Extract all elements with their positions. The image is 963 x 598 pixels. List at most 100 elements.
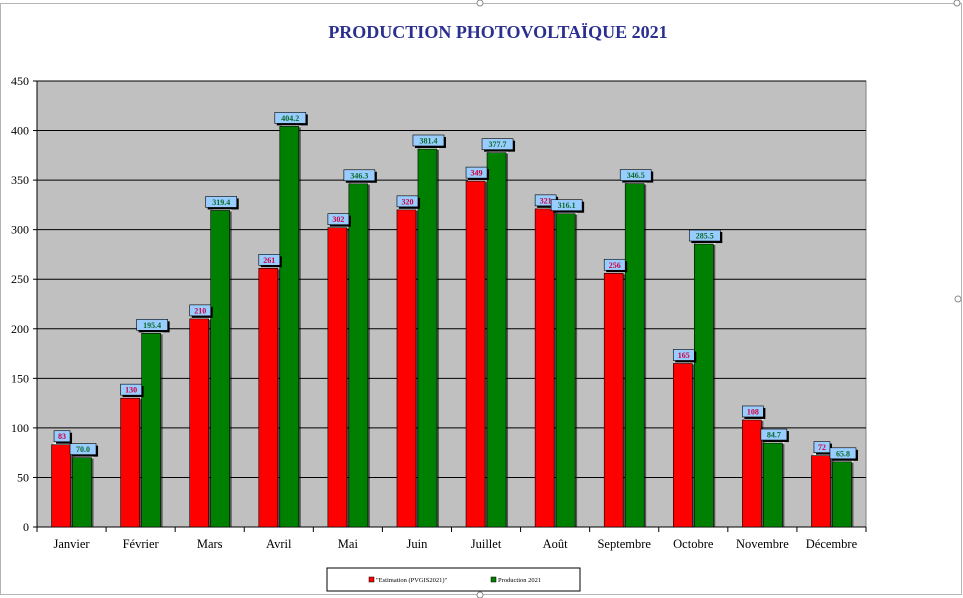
data-label-box (396, 195, 419, 208)
data-label-estimation: 130 (125, 386, 137, 395)
bar-shadow (415, 210, 418, 527)
bar-production (141, 333, 161, 528)
data-label-estimation: 210 (194, 306, 206, 315)
data-label-box (550, 199, 583, 212)
bar-estimation (672, 363, 693, 528)
data-label-estimation: 302 (332, 215, 344, 224)
data-label-box (327, 213, 350, 225)
grid-lines (37, 80, 866, 478)
data-label-box (481, 138, 514, 150)
data-label-estimation: 256 (609, 261, 621, 270)
resize-handle-right[interactable] (954, 295, 962, 303)
bar-shadow (298, 127, 301, 528)
data-label-estimation: 165 (678, 351, 690, 360)
bar-estimation (51, 444, 71, 528)
bar-estimation (189, 318, 210, 528)
legend-label-production: Production 2021 (498, 577, 541, 584)
data-label-box (688, 229, 721, 242)
data-label-production: 346.5 (627, 171, 645, 180)
bar-shadow (644, 184, 647, 527)
data-label-production: 70.0 (76, 445, 90, 454)
bar-production (555, 213, 576, 528)
bar-production (279, 126, 300, 528)
y-tick-label: 100 (11, 421, 29, 435)
bars (51, 124, 854, 528)
bar-shadow (851, 462, 854, 527)
bar-shadow (160, 334, 163, 527)
data-label-box (120, 383, 142, 396)
bar-shadow (761, 420, 764, 527)
data-label-box (603, 258, 626, 271)
bar-shadow (554, 209, 557, 527)
bar-shadow (367, 184, 370, 527)
legend-swatch-estimation (368, 576, 375, 583)
data-label-production: 65.8 (836, 449, 850, 458)
bar-shadow (346, 228, 349, 527)
x-tick-label: Juin (407, 537, 429, 551)
data-label-box (672, 349, 695, 361)
bar-production (417, 148, 438, 528)
data-label-production: 195.4 (143, 321, 161, 330)
data-label-box (412, 134, 445, 147)
resize-handle-top[interactable] (476, 0, 484, 7)
bar-shadow (506, 153, 509, 527)
chart-title: PRODUCTION PHOTOVOLTAÏQUE 2021 (328, 22, 667, 42)
bar-production (348, 183, 369, 528)
bar-estimation (396, 209, 417, 528)
data-label-estimation: 349 (471, 169, 483, 178)
bar-shadow (91, 458, 94, 527)
x-tick-label: Novembre (736, 537, 789, 551)
data-label-box (813, 441, 831, 453)
bar-production (693, 243, 714, 528)
data-label-box (829, 447, 857, 460)
bar-shadow (713, 245, 716, 527)
bar-shadow (229, 211, 232, 527)
data-label-box (742, 405, 764, 418)
data-label-box (343, 169, 376, 182)
bar-shadow (692, 364, 695, 527)
bar-shadow (830, 456, 833, 527)
bar-production (210, 210, 231, 528)
x-tick-label: Septembre (597, 537, 651, 551)
bar-estimation (534, 208, 555, 528)
x-tick-label: Janvier (53, 537, 90, 551)
data-label-box (53, 430, 71, 443)
bar-shadow (70, 445, 73, 527)
bar-shadow (485, 182, 488, 527)
data-label-box (69, 443, 97, 455)
resize-handle-bottom[interactable] (476, 591, 484, 598)
y-tick-label: 300 (11, 223, 29, 237)
data-label-box (205, 196, 238, 208)
x-tick-label: Mai (338, 537, 359, 551)
bar-production (763, 442, 783, 528)
data-label-box (760, 428, 788, 441)
data-label-production: 319.4 (212, 198, 230, 207)
y-tick-label: 450 (11, 74, 29, 88)
bar-shadow (623, 274, 626, 527)
y-tick-label: 50 (17, 470, 29, 484)
y-axis: 0 50 100 150 200 250 300 350 400 450 (11, 74, 38, 534)
legend-box (326, 567, 581, 592)
data-label-production: 404.2 (281, 114, 299, 123)
data-label-production: 346.3 (350, 171, 368, 180)
x-tick-label: Août (543, 537, 569, 551)
x-tick-label: Juillet (471, 537, 502, 551)
data-label-production: 84.7 (767, 431, 781, 440)
x-tick-label: Avril (266, 537, 292, 551)
y-tick-label: 250 (11, 272, 29, 286)
data-label-box (189, 304, 212, 317)
y-tick-label: 400 (11, 124, 29, 138)
x-tick-label: Octobre (673, 537, 714, 551)
bar-shadow (782, 444, 785, 527)
data-label-estimation: 261 (263, 256, 275, 265)
resize-handle-top-right[interactable] (953, 0, 961, 7)
data-label-estimation: 320 (401, 197, 413, 206)
legend-label-estimation: "Estimation (PVGIS2021)" (376, 577, 448, 584)
y-tick-label: 350 (11, 173, 29, 187)
y-tick-label: 200 (11, 322, 29, 336)
legend: "Estimation (PVGIS2021)" Production 2021 (326, 567, 581, 592)
bar-estimation (603, 272, 624, 528)
bar-production (72, 457, 92, 528)
